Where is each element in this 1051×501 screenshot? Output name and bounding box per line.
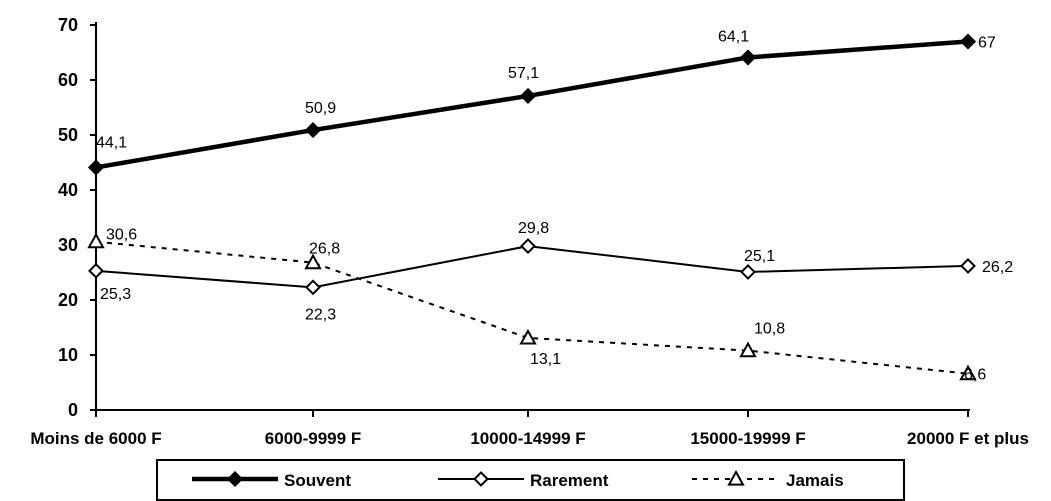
data-label-jamais: 26,8	[309, 241, 340, 258]
series-layer	[87, 33, 977, 381]
data-label-souvent: 57,1	[508, 65, 539, 82]
y-tick-label: 0	[68, 400, 78, 420]
data-label-rarement: 26,2	[982, 259, 1013, 276]
series-line-jamais	[95, 240, 969, 375]
data-label-souvent: 50,9	[305, 100, 336, 117]
data-point-rarement	[305, 279, 321, 296]
data-point-rarement	[88, 262, 104, 279]
data-point-souvent	[739, 49, 757, 66]
legend-label-rarement: Rarement	[530, 471, 609, 490]
data-label-rarement: 22,3	[305, 306, 336, 323]
legend-marker-rarement	[473, 471, 489, 487]
legend-label-jamais: Jamais	[786, 471, 844, 490]
data-point-rarement	[960, 257, 976, 274]
y-tick-label: 10	[58, 345, 78, 365]
y-tick-label: 50	[58, 125, 78, 145]
y-tick-label: 60	[58, 70, 78, 90]
data-point-rarement	[740, 264, 756, 280]
axes: 0 10 20 30 40 50 60 70 Moins de 6000 F 6000-9999 …	[30, 15, 1029, 448]
data-point-souvent	[304, 121, 322, 139]
data-label-jamais: 6,6	[964, 367, 986, 384]
data-label-rarement: 29,8	[518, 220, 549, 237]
x-tick-label: 20000 F et plus	[907, 429, 1029, 448]
data-label-souvent: 67	[978, 35, 996, 52]
x-tick-label: Moins de 6000 F	[30, 429, 161, 448]
data-point-jamais	[87, 232, 105, 249]
data-point-souvent	[519, 87, 537, 105]
y-tick-label: 20	[58, 290, 78, 310]
data-point-jamais	[519, 328, 537, 345]
data-label-souvent: 44,1	[96, 134, 127, 151]
y-tick-label: 40	[58, 180, 78, 200]
series-line-rarement	[95, 245, 969, 289]
x-tick-label: 15000-19999 F	[690, 429, 805, 448]
legend-label-souvent: Souvent	[284, 471, 351, 490]
legend-box	[156, 459, 905, 501]
y-tick-label: 70	[58, 15, 78, 35]
legend-marker-jamais	[727, 469, 745, 486]
data-label-jamais: 13,1	[530, 351, 561, 368]
series-line-souvent	[95, 39, 969, 170]
data-point-jamais	[959, 364, 977, 381]
legend: Souvent Rarement Jamais	[156, 459, 905, 501]
data-point-jamais	[739, 341, 757, 358]
data-point-souvent	[959, 33, 977, 50]
data-label-rarement: 25,1	[744, 248, 775, 265]
data-label-jamais: 30,6	[106, 227, 137, 244]
data-label-souvent: 64,1	[718, 28, 749, 45]
data-point-souvent	[87, 159, 105, 176]
x-tick-label: 6000-9999 F	[265, 429, 361, 448]
data-label-jamais: 10,8	[754, 321, 785, 338]
data-labels: 44,1 50,9 57,1 64,1 67 25,3 22,3 29,8 25,1 26,2 30…	[96, 28, 1013, 383]
y-tick-label: 30	[58, 235, 78, 255]
x-tick-label: 10000-14999 F	[470, 429, 585, 448]
data-point-jamais	[304, 253, 322, 270]
data-label-rarement: 25,3	[100, 286, 131, 303]
data-point-rarement	[520, 238, 536, 255]
legend-marker-souvent	[226, 470, 244, 488]
